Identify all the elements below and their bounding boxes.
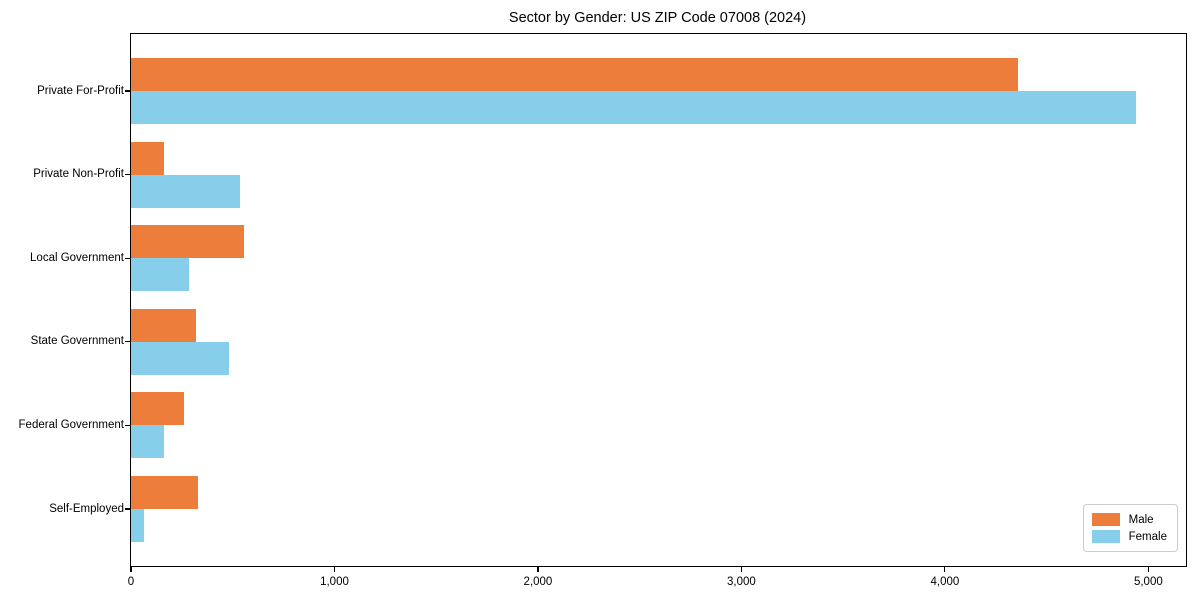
y-tick	[125, 257, 131, 259]
y-axis-category-label: Local Government	[30, 251, 124, 264]
y-tick	[125, 424, 131, 426]
x-tick	[537, 566, 539, 572]
legend-swatch-male	[1091, 513, 1120, 526]
legend-label: Male	[1128, 513, 1154, 526]
legend-item: Female	[1091, 528, 1167, 545]
y-axis-category-label: Self-Employed	[49, 502, 124, 515]
bar-male	[131, 225, 244, 259]
bar-male	[131, 392, 184, 426]
legend-label: Female	[1128, 530, 1167, 543]
x-tick-label: 2,000	[523, 576, 553, 588]
x-tick	[333, 566, 336, 572]
bar-female	[131, 509, 145, 542]
legend-item: Male	[1091, 511, 1167, 528]
x-tick-label: 5,000	[1133, 576, 1163, 588]
x-tick-label: 0	[127, 576, 135, 588]
y-axis-category-label: Private For-Profit	[37, 84, 124, 97]
y-tick	[125, 174, 131, 176]
x-tick-label: 1,000	[320, 576, 349, 588]
bar-female	[131, 341, 229, 375]
bar-female	[131, 174, 240, 208]
x-tick	[740, 566, 742, 572]
x-tick	[1147, 566, 1149, 572]
bar-female	[131, 425, 164, 459]
x-tick-label: 3,000	[727, 576, 756, 588]
y-axis-category-label: State Government	[30, 335, 124, 348]
x-tick	[130, 566, 132, 572]
bar-male	[131, 141, 164, 175]
bar-female	[131, 91, 1137, 124]
chart-title: Sector by Gender: US ZIP Code 07008 (202…	[508, 10, 807, 26]
bar-male	[131, 308, 197, 342]
bar-male	[131, 58, 1019, 91]
y-axis-category-label: Federal Government	[18, 418, 124, 431]
legend: Male Female	[1082, 504, 1178, 552]
x-tick	[944, 566, 946, 572]
bar-female	[131, 258, 189, 292]
y-axis-category-label: Private Non-Profit	[33, 168, 124, 181]
y-tick	[125, 341, 131, 343]
y-tick	[125, 508, 131, 510]
x-tick-label: 4,000	[930, 576, 960, 588]
bar-male	[131, 476, 199, 509]
plot-area: Private For-Profit Private Non-Profit Loca…	[19, 33, 1187, 588]
y-tick	[125, 90, 131, 92]
legend-swatch-female	[1091, 530, 1120, 543]
